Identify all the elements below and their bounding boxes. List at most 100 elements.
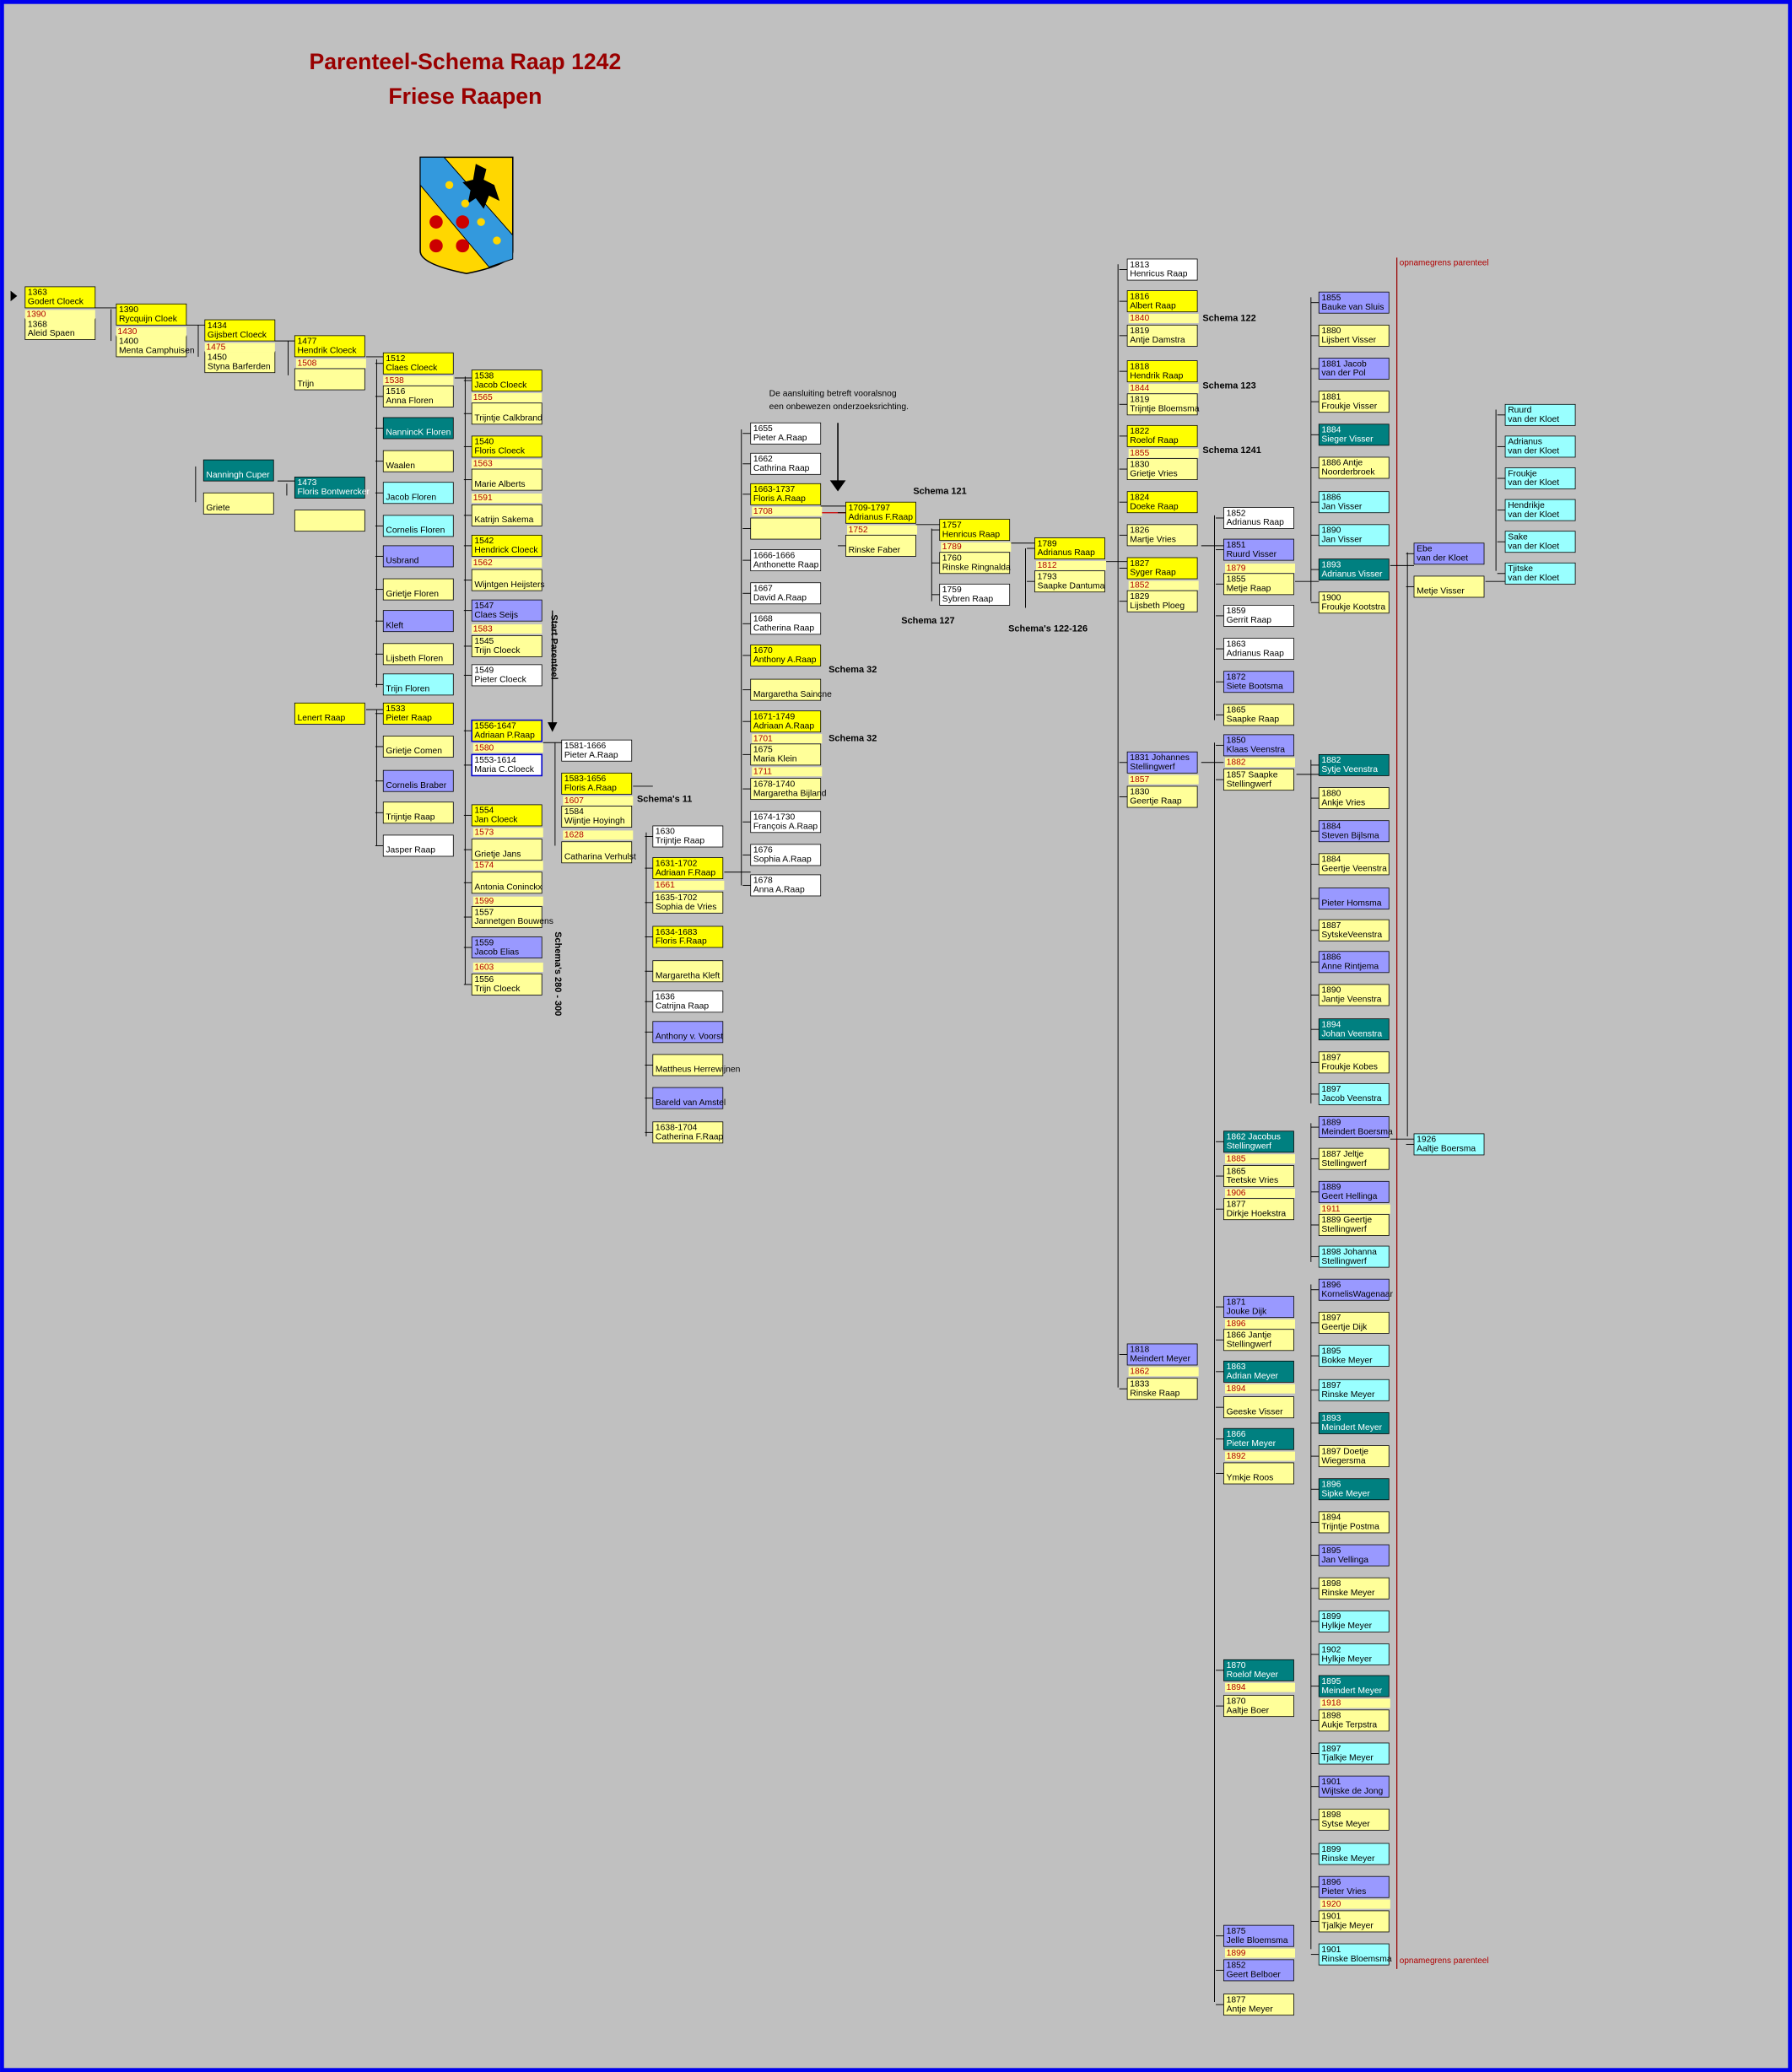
person-box [652,960,724,983]
person-label: Gerrit Raap [1227,616,1272,625]
person-box [1318,820,1390,843]
person-label: Bauke van Sluis [1321,303,1384,312]
person-label: 1473 [297,478,316,488]
start-marker [10,290,18,302]
schema-label: Start Parenteel [548,614,559,679]
person-label: Adrianus [1508,438,1542,447]
person-label: 1827 [1130,559,1149,569]
marriage-year: 1580 [474,743,494,753]
person-label: 1553-1614 [474,756,516,765]
marriage-year: 1920 [1321,1900,1341,1909]
person-box [750,549,822,572]
person-label: 1871 [1227,1298,1246,1307]
schema-label: Schema 123 [1202,380,1255,391]
schema-label: Schema's 11 [637,795,692,805]
note: een onbewezen onderzoeksrichting. [769,402,909,412]
person-label: Sophia A.Raap [753,855,812,865]
person-label: 1894 [1321,1020,1341,1029]
year-band [472,558,542,568]
person-label: Margaretha Saincne [753,690,832,699]
person-label: 1896 [1321,1481,1341,1490]
person-box [1126,590,1198,612]
schema-label: Schema 122 [1202,313,1255,323]
person-box [1318,391,1390,413]
person-label: 1630 [656,828,675,837]
person-box [652,891,724,914]
person-label: Adriaan A.Raap [753,721,815,731]
person-label: 1857 Saapke [1227,770,1278,780]
person-label: Pieter A.Raap [564,751,618,760]
person-label: 1757 [942,521,962,530]
person-box [1126,751,1198,774]
year-band [1320,1204,1390,1214]
person-label: Adriaan F.Raap [656,868,715,877]
person-label: 1895 [1321,1677,1341,1686]
marriage-year: 1894 [1227,1683,1246,1692]
person-box [1318,1709,1390,1732]
person-label: 1884 [1321,426,1341,435]
person-label: Pieter Homsma [1321,898,1381,908]
person-label: 1678-1740 [753,780,796,789]
person-label: 1897 [1321,1085,1341,1094]
person-label: Anna Floren [386,397,434,406]
marriage-year: 1894 [1227,1384,1246,1394]
person-box [845,501,916,524]
person-label: Sophia de Vries [656,903,717,912]
person-box [939,552,1011,575]
person-label: Martje Vries [1130,536,1176,545]
marriage-year: 1885 [1227,1154,1246,1163]
person-label: 1674-1730 [753,813,796,823]
person-box [1318,491,1390,514]
person-label: Stellingwerf [1321,1225,1367,1234]
person-label: 1390 [119,305,138,315]
person-label: Aleid Spaen [28,329,75,338]
person-label: 1882 [1321,756,1341,765]
person-box [1413,575,1485,598]
person-label: 1671-1749 [753,712,796,721]
year-band [472,459,542,469]
marriage-year: 1899 [1227,1949,1246,1958]
person-label: 1866 Jantje [1227,1331,1272,1341]
person-label: Floris A.Raap [564,784,617,793]
person-label: Maria Klein [753,755,797,764]
person-box [382,643,454,666]
marriage-year: 1812 [1038,561,1057,570]
person-box [204,351,276,374]
person-label: 1850 [1227,737,1246,746]
person-label: Marie Alberts [474,480,525,489]
person-box [1318,1843,1390,1865]
person-box [750,612,822,635]
person-box [1223,1462,1294,1485]
person-box [471,804,542,827]
person-box [750,483,822,505]
person-label: Claes Seijs [474,611,518,620]
person-box [1223,1959,1294,1982]
person-label: 1870 [1227,1697,1246,1706]
person-label: Ruurd Visser [1227,550,1277,559]
person-label: Geert Belboer [1227,1971,1282,1980]
person-label: 1884 [1321,855,1341,865]
person-label: 1889 [1321,1118,1341,1127]
person-box [1318,1379,1390,1401]
person-box [382,834,454,857]
person-label: Tjitske [1508,564,1533,574]
person-label: Cornelis Braber [386,781,446,790]
person-label: Cathrina Raap [753,464,810,473]
person-label: Wiegersma [1321,1456,1365,1465]
year-band [752,767,823,777]
person-label: Pieter Vries [1321,1887,1366,1897]
person-label: Rinske Meyer [1321,1854,1375,1864]
person-box [1126,458,1198,480]
person-label: Meindert Meyer [1130,1355,1190,1364]
person-box [1318,1245,1390,1268]
person-label: 1852 [1227,509,1246,518]
person-label: Adrianus Raap [1038,548,1096,558]
person-label: Lijsbert Visser [1321,336,1376,345]
person-label: 1668 [753,615,773,624]
person-label: Aukje Terpstra [1321,1721,1377,1730]
person-label: 1890 [1321,526,1341,536]
year-band [472,861,543,871]
year-band [1128,580,1199,591]
marriage-year: 1896 [1227,1319,1246,1329]
